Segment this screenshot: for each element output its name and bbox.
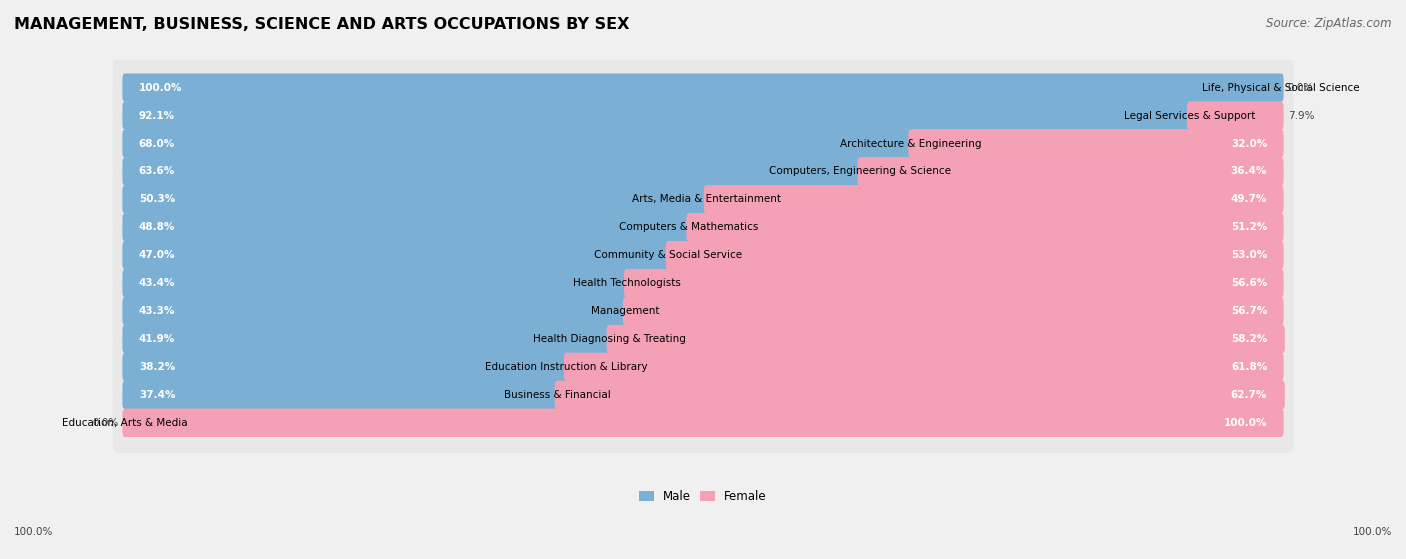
FancyBboxPatch shape [122,241,1284,269]
FancyBboxPatch shape [122,269,630,297]
Text: Management: Management [592,306,659,316]
Text: 100.0%: 100.0% [139,83,183,93]
Text: 0.0%: 0.0% [91,418,118,428]
Text: Architecture & Engineering: Architecture & Engineering [841,139,981,149]
Text: 43.4%: 43.4% [139,278,176,288]
FancyBboxPatch shape [112,392,1294,453]
FancyBboxPatch shape [686,213,1284,241]
Text: 32.0%: 32.0% [1230,139,1267,149]
Text: 92.1%: 92.1% [139,111,174,121]
Text: Arts, Media & Entertainment: Arts, Media & Entertainment [631,195,780,205]
Text: 68.0%: 68.0% [139,139,176,149]
FancyBboxPatch shape [112,141,1294,202]
FancyBboxPatch shape [122,297,1284,325]
Text: 38.2%: 38.2% [139,362,176,372]
Text: 53.0%: 53.0% [1230,250,1267,260]
Text: 47.0%: 47.0% [139,250,176,260]
FancyBboxPatch shape [112,113,1294,174]
Text: Health Diagnosing & Treating: Health Diagnosing & Treating [533,334,686,344]
FancyBboxPatch shape [704,185,1284,214]
FancyBboxPatch shape [122,101,1192,130]
FancyBboxPatch shape [112,169,1294,230]
Text: 50.3%: 50.3% [139,195,176,205]
FancyBboxPatch shape [122,325,1284,353]
Text: 7.9%: 7.9% [1288,111,1315,121]
Text: 63.6%: 63.6% [139,167,176,177]
FancyBboxPatch shape [112,58,1294,118]
FancyBboxPatch shape [122,73,1284,102]
FancyBboxPatch shape [908,129,1284,158]
Text: 56.6%: 56.6% [1230,278,1267,288]
FancyBboxPatch shape [122,185,709,214]
FancyBboxPatch shape [122,101,1284,130]
Legend: Male, Female: Male, Female [634,485,772,508]
Text: Computers & Mathematics: Computers & Mathematics [620,222,759,233]
FancyBboxPatch shape [624,269,1284,297]
FancyBboxPatch shape [122,129,1284,158]
FancyBboxPatch shape [122,297,628,325]
Text: 100.0%: 100.0% [1223,418,1267,428]
FancyBboxPatch shape [112,337,1294,397]
Text: Education Instruction & Library: Education Instruction & Library [485,362,648,372]
Text: Education, Arts & Media: Education, Arts & Media [62,418,188,428]
Text: 100.0%: 100.0% [1353,527,1392,537]
FancyBboxPatch shape [606,325,1285,353]
FancyBboxPatch shape [1187,101,1284,130]
FancyBboxPatch shape [623,297,1284,325]
FancyBboxPatch shape [112,197,1294,258]
FancyBboxPatch shape [112,86,1294,146]
Text: 36.4%: 36.4% [1230,167,1267,177]
FancyBboxPatch shape [122,409,1284,437]
FancyBboxPatch shape [122,381,1284,409]
Text: Business & Financial: Business & Financial [503,390,610,400]
FancyBboxPatch shape [122,381,560,409]
FancyBboxPatch shape [554,381,1285,409]
Text: 51.2%: 51.2% [1230,222,1267,233]
FancyBboxPatch shape [122,73,1284,102]
FancyBboxPatch shape [122,185,1284,214]
Text: Life, Physical & Social Science: Life, Physical & Social Science [1202,83,1360,93]
Text: Legal Services & Support: Legal Services & Support [1123,111,1256,121]
Text: 37.4%: 37.4% [139,390,176,400]
Text: 56.7%: 56.7% [1230,306,1267,316]
Text: 100.0%: 100.0% [14,527,53,537]
Text: 49.7%: 49.7% [1230,195,1267,205]
FancyBboxPatch shape [112,225,1294,286]
Text: Community & Social Service: Community & Social Service [595,250,742,260]
FancyBboxPatch shape [122,269,1284,297]
FancyBboxPatch shape [665,241,1284,269]
FancyBboxPatch shape [122,157,863,186]
FancyBboxPatch shape [112,364,1294,425]
FancyBboxPatch shape [112,309,1294,369]
FancyBboxPatch shape [122,213,1284,241]
FancyBboxPatch shape [122,241,671,269]
FancyBboxPatch shape [564,353,1284,381]
Text: 41.9%: 41.9% [139,334,176,344]
FancyBboxPatch shape [122,157,1284,186]
FancyBboxPatch shape [122,353,569,381]
FancyBboxPatch shape [858,157,1284,186]
FancyBboxPatch shape [112,253,1294,314]
Text: Computers, Engineering & Science: Computers, Engineering & Science [769,167,952,177]
Text: 58.2%: 58.2% [1230,334,1267,344]
FancyBboxPatch shape [122,129,914,158]
Text: 62.7%: 62.7% [1230,390,1267,400]
FancyBboxPatch shape [122,325,612,353]
Text: 48.8%: 48.8% [139,222,176,233]
Text: Health Technologists: Health Technologists [572,278,681,288]
Text: 61.8%: 61.8% [1230,362,1267,372]
Text: Source: ZipAtlas.com: Source: ZipAtlas.com [1267,17,1392,30]
Text: 43.3%: 43.3% [139,306,176,316]
FancyBboxPatch shape [122,213,692,241]
Text: MANAGEMENT, BUSINESS, SCIENCE AND ARTS OCCUPATIONS BY SEX: MANAGEMENT, BUSINESS, SCIENCE AND ARTS O… [14,17,630,32]
Text: 0.0%: 0.0% [1288,83,1315,93]
FancyBboxPatch shape [122,409,1284,437]
FancyBboxPatch shape [112,281,1294,342]
FancyBboxPatch shape [122,353,1284,381]
